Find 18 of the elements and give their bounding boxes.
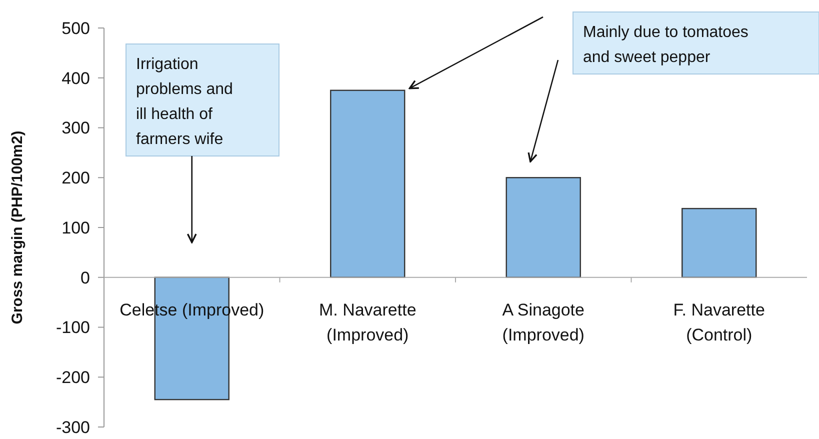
y-tick-label: 100 (62, 218, 90, 238)
y-tick-label: 500 (62, 18, 90, 38)
bar (682, 208, 757, 278)
annotation: Irrigation problems and ill health of farmers wife (136, 56, 233, 148)
x-tick-label: F. Navarette (Control) (673, 300, 765, 344)
x-tick-label: M. Navarette (Improved) (318, 300, 416, 344)
y-tick-label: 300 (62, 118, 90, 138)
bar (506, 177, 581, 278)
y-tick-label: 0 (80, 268, 90, 288)
bar (330, 90, 406, 278)
x-tick-label: A Sinagote (Improved) (502, 300, 584, 344)
y-tick-label: 400 (62, 68, 90, 88)
y-tick-label: -100 (56, 318, 90, 338)
annotation: Mainly due to tomatoes and sweet pepper (583, 24, 748, 66)
y-tick-label: 200 (62, 168, 90, 188)
y-axis-title: Gross margin (PHP/100m2) (9, 130, 26, 324)
y-tick-label: -300 (56, 418, 90, 437)
y-tick-label: -200 (56, 368, 90, 388)
